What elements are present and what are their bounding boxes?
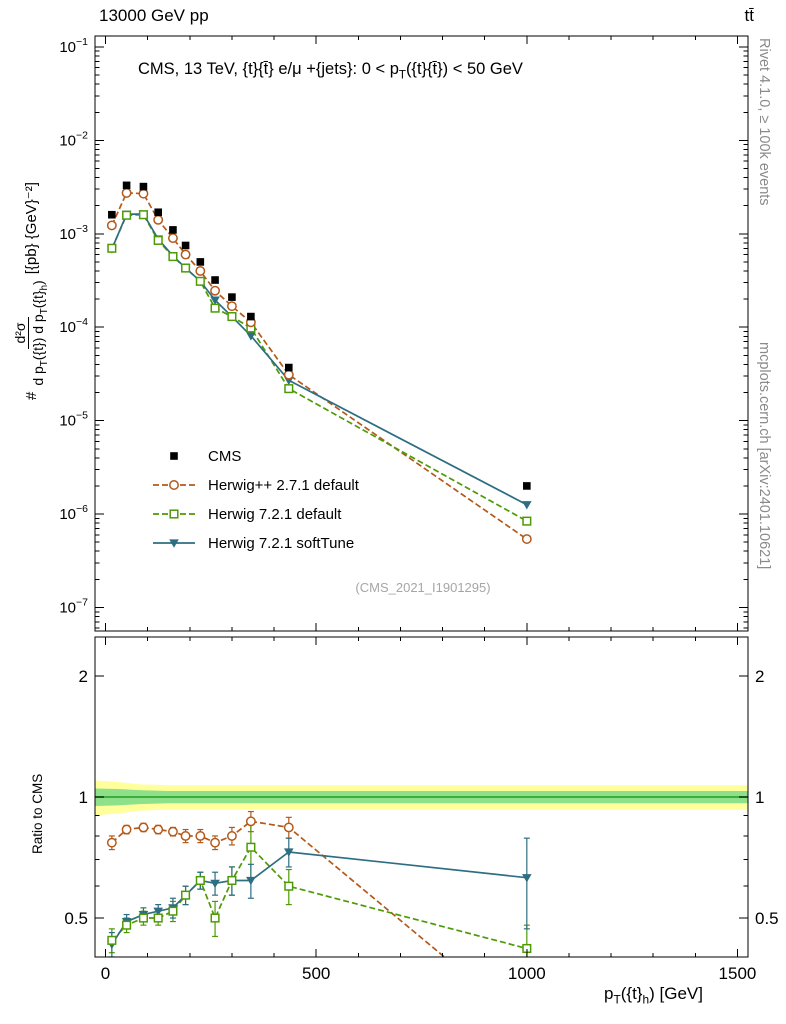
x-tick-label: 500 <box>302 964 330 983</box>
ratio-tick-label-left: 2 <box>79 667 88 686</box>
ratio-tick-label-right: 0.5 <box>755 909 779 928</box>
x-label-text-1: p <box>604 984 614 1003</box>
y-tick-label: 10−2 <box>59 129 88 149</box>
fraction-denominator: d pT({t}) d pT({t}h) <box>29 280 50 385</box>
legend-label: Herwig 7.2.1 softTune <box>208 534 355 552</box>
filled-square-icon <box>170 452 178 460</box>
mcplots-arxiv-label: mcplots.cern.ch [arXiv:2401.10621] <box>756 342 772 570</box>
y-tick-label: 10−5 <box>59 410 88 430</box>
ratio-tick-label-right: 1 <box>755 788 764 807</box>
ratio-tick-label-left: 0.5 <box>64 909 88 928</box>
main-panel-data <box>106 181 532 545</box>
process-title: tt̄ <box>744 6 754 25</box>
herwig-7-2-1-default-markers <box>107 210 532 526</box>
x-label-sub-2: h <box>642 992 650 1007</box>
x-tick-label: 1000 <box>508 964 546 983</box>
y-tick-label: 10−3 <box>59 223 88 243</box>
filled-triangle-down-icon <box>153 539 195 548</box>
inner-title-text-1: CMS, 13 TeV, {t}{t̄} e/μ +{jets}: 0 < p <box>138 60 399 78</box>
y-axis-label-hash: # <box>22 391 40 400</box>
x-tick-label: 1500 <box>719 964 757 983</box>
y-axis-units: [{pb} {GeV}⁻²] <box>23 182 41 275</box>
plot-inner-title: CMS, 13 TeV, {t}{t̄} e/μ +{jets}: 0 < pT… <box>138 60 523 81</box>
den-sub-2: T <box>38 308 50 315</box>
y-axis-label-fraction: d²σ d pT({t}) d pT({t}h) <box>12 280 50 386</box>
herwig-7-2-1-default-ratio-markers <box>107 842 532 954</box>
legend: CMS Herwig++ 2.7.1 default Herwig 7.2.1 de… <box>150 447 359 552</box>
fraction-numerator: d²σ <box>12 317 30 349</box>
inner-title-text-2: ({t}{t̄}) < 50 GeV <box>405 60 523 78</box>
x-label-text-3: ) [GeV] <box>649 984 703 1003</box>
axis-ticks <box>95 36 748 958</box>
rivet-version-label: Rivet 4.1.0, ≥ 100k events <box>756 38 772 206</box>
y-axis-label: # d²σ d pT({t}) d pT({t}h) [{pb} {GeV}⁻²… <box>12 182 50 400</box>
y-tick-label: 10−4 <box>59 316 88 336</box>
den-text-4: ) <box>30 280 47 285</box>
herwig-2-7-1-default-line <box>111 820 446 957</box>
ratio-tick-label-right: 2 <box>755 667 764 686</box>
legend-item-herwig-7-2-1-default: Herwig 7.2.1 default <box>150 505 359 523</box>
legend-item-herwig-2-7-1-default: Herwig++ 2.7.1 default <box>150 476 359 494</box>
x-tick-label: 0 <box>101 964 110 983</box>
ratio-tick-label-left: 1 <box>79 788 88 807</box>
analysis-watermark: (CMS_2021_I1901295) <box>355 580 491 595</box>
legend-item-cms: CMS <box>150 447 359 465</box>
legend-label: Herwig++ 2.7.1 default <box>208 476 359 494</box>
open-square-icon <box>153 509 195 519</box>
main-panel-frame <box>94 35 749 632</box>
den-text-1: d p <box>30 366 47 386</box>
open-circle-icon <box>153 480 195 490</box>
ratio-y-axis-label: Ratio to CMS <box>30 773 45 854</box>
x-label-text-2: ({t} <box>620 984 643 1003</box>
y-tick-label: 10−1 <box>59 36 88 56</box>
y-tick-label: 10−6 <box>59 503 88 523</box>
inner-title-sub: T <box>398 69 406 82</box>
den-sub-3: h <box>38 284 50 291</box>
legend-label: CMS <box>208 447 242 465</box>
ratio-panel-data <box>106 810 532 957</box>
legend-label: Herwig 7.2.1 default <box>208 505 342 523</box>
den-text-3: ({t} <box>30 290 47 309</box>
beam-energy-title: 13000 GeV pp <box>99 6 209 25</box>
x-axis-label: pT({t}h) [GeV] <box>604 984 703 1006</box>
den-text-2: ({t}) d p <box>30 314 47 361</box>
herwig-2-7-1-default-ratio-markers <box>106 816 294 848</box>
x-label-sub-1: T <box>613 992 621 1007</box>
den-sub-1: T <box>38 360 50 367</box>
legend-item-herwig-7-2-1-softtune: Herwig 7.2.1 softTune <box>150 534 359 552</box>
y-tick-label: 10−7 <box>59 596 88 616</box>
cms-markers <box>108 181 531 490</box>
